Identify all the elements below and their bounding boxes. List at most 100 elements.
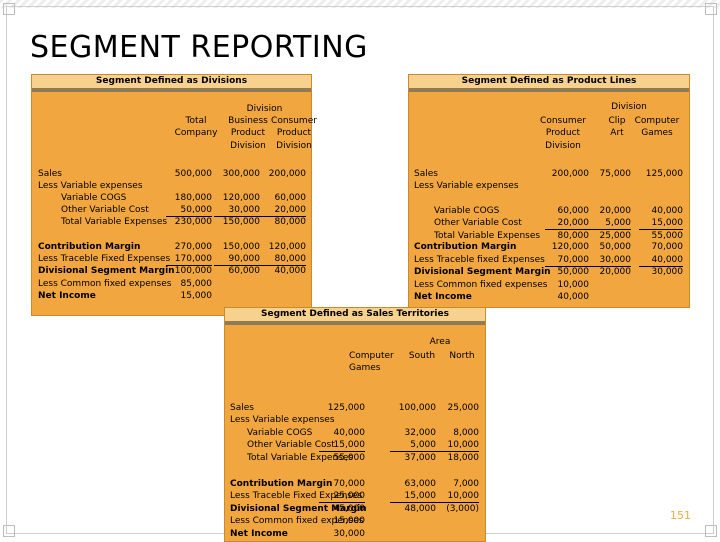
column-header: Art <box>610 128 624 139</box>
row-label: Sales <box>414 169 438 179</box>
table-cell: 15,000 <box>639 217 683 231</box>
table-cell: 85,000 <box>180 279 213 289</box>
row-label: Less Traceble Fixed Expenses <box>230 491 363 501</box>
table-cell: 30,000 <box>651 267 684 277</box>
table-cell: 100,000 <box>174 266 212 276</box>
table-cell: 120,000 <box>268 242 306 252</box>
table-cell: 30,000 <box>214 204 260 218</box>
table-cell: 125,000 <box>327 403 365 413</box>
table-cell: 40,000 <box>274 266 307 276</box>
group-header: Area <box>429 337 451 347</box>
table-cell: 170,000 <box>166 253 212 267</box>
table-cell: 20,000 <box>545 217 589 231</box>
table-cell: 300,000 <box>222 169 260 179</box>
column-header: South <box>408 351 436 361</box>
table-cell: 270,000 <box>174 242 212 252</box>
page-number: 151 <box>670 509 691 522</box>
row-label: Other Variable Cost <box>434 218 522 228</box>
row-label: Less Variable expenses <box>38 181 143 191</box>
row-label: Less Common fixed expenses <box>230 516 364 526</box>
row-label: Total Variable Expenses <box>434 230 541 241</box>
header-band <box>409 89 689 92</box>
row-label: Net Income <box>38 291 96 301</box>
row-label: Variable COGS <box>61 193 127 203</box>
row-label: Other Variable Cost <box>247 440 335 450</box>
table-title: Segment Defined as Divisions <box>32 75 311 89</box>
row-label: Sales <box>230 403 254 413</box>
group-header: Division <box>611 102 647 112</box>
row-label: Variable COGS <box>247 428 313 438</box>
slide-title: SEGMENT REPORTING <box>30 30 368 65</box>
row-label: Contribution Margin <box>38 242 141 252</box>
table-cell: 200,000 <box>268 169 306 179</box>
frame-corner <box>705 3 717 15</box>
table-cell: 20,000 <box>260 204 306 218</box>
table-cell: 37,000 <box>404 453 437 463</box>
row-label: Less Common fixed expenses <box>38 279 172 289</box>
table-cell: 230,000 <box>174 217 212 227</box>
table-cell: (3,000) <box>446 504 479 514</box>
frame-corner <box>705 525 717 537</box>
column-header: Games <box>641 128 673 139</box>
table-cell: 70,000 <box>333 479 366 489</box>
table-cell: 32,000 <box>404 428 437 438</box>
table-cell: 48,000 <box>404 504 437 514</box>
column-header: Computer <box>634 116 680 126</box>
table-cell: 40,000 <box>333 428 366 438</box>
row-label: Net Income <box>414 292 472 302</box>
table-cell: 10,000 <box>557 280 590 290</box>
table-cell: 200,000 <box>551 169 589 179</box>
table-cell: 55,000 <box>651 230 684 241</box>
table-cell: 40,000 <box>639 254 683 268</box>
row-label: Net Income <box>230 529 288 539</box>
table-cell: 150,000 <box>222 217 260 227</box>
row-label: Contribution Margin <box>230 479 333 489</box>
row-label: Less Common fixed expenses <box>414 280 548 290</box>
table-cell: 15,000 <box>333 516 366 526</box>
top-stripe <box>0 0 720 8</box>
divisions-table: Segment Defined as Divisions Division Tota… <box>31 74 317 316</box>
table-cell: 30,000 <box>587 254 631 268</box>
table-cell: 120,000 <box>222 193 260 203</box>
row-label: Less Variable expenses <box>230 415 335 425</box>
table-cell: 80,000 <box>557 230 590 241</box>
column-header: Computer <box>349 351 394 361</box>
column-header: Consumer <box>540 116 586 126</box>
row-label: Sales <box>38 169 62 179</box>
table-cell: 20,000 <box>599 206 632 216</box>
table-cell: 50,000 <box>599 242 632 252</box>
row-label: Other Variable Cost <box>61 205 149 215</box>
table-cell: 15,000 <box>319 439 365 453</box>
table-cell: 80,000 <box>274 217 307 227</box>
column-header: Division <box>276 140 312 151</box>
table-cell: 30,000 <box>333 529 366 539</box>
table-cell: 125,000 <box>645 169 683 179</box>
table-cell: 10,000 <box>433 490 479 504</box>
column-header: Business <box>228 116 268 126</box>
column-header: Division <box>545 140 581 151</box>
column-header: North <box>449 351 475 361</box>
row-label: Contribution Margin <box>414 242 517 252</box>
column-header: Total <box>185 116 207 126</box>
row-label: Less Traceble fixed Expenses <box>414 255 545 265</box>
table-cell: 55,000 <box>333 453 366 463</box>
column-header: Product <box>230 128 266 139</box>
table-cell: 15,000 <box>180 291 213 301</box>
column-header: Product <box>545 128 581 139</box>
row-label: Total Variable Expenses <box>247 453 354 463</box>
table-cell: 50,000 <box>166 204 212 218</box>
table-cell: 60,000 <box>557 206 590 216</box>
table-cell: 5,000 <box>390 439 436 453</box>
product-lines-table: Segment Defined as Product Lines Division… <box>408 74 690 308</box>
row-label: Less Variable expenses <box>414 181 519 191</box>
row-label: Variable COGS <box>434 206 500 216</box>
table-cell: 120,000 <box>551 242 589 252</box>
sales-territories-table: Segment Defined as Sales Territories Area… <box>224 307 486 542</box>
table-cell: 8,000 <box>453 428 479 438</box>
table-cell: 20,000 <box>599 267 632 277</box>
column-header: Product <box>276 128 312 139</box>
table-cell: 75,000 <box>599 169 632 179</box>
column-header: Division <box>230 140 266 151</box>
column-header: Games <box>349 363 381 374</box>
group-header: Division <box>246 104 283 114</box>
